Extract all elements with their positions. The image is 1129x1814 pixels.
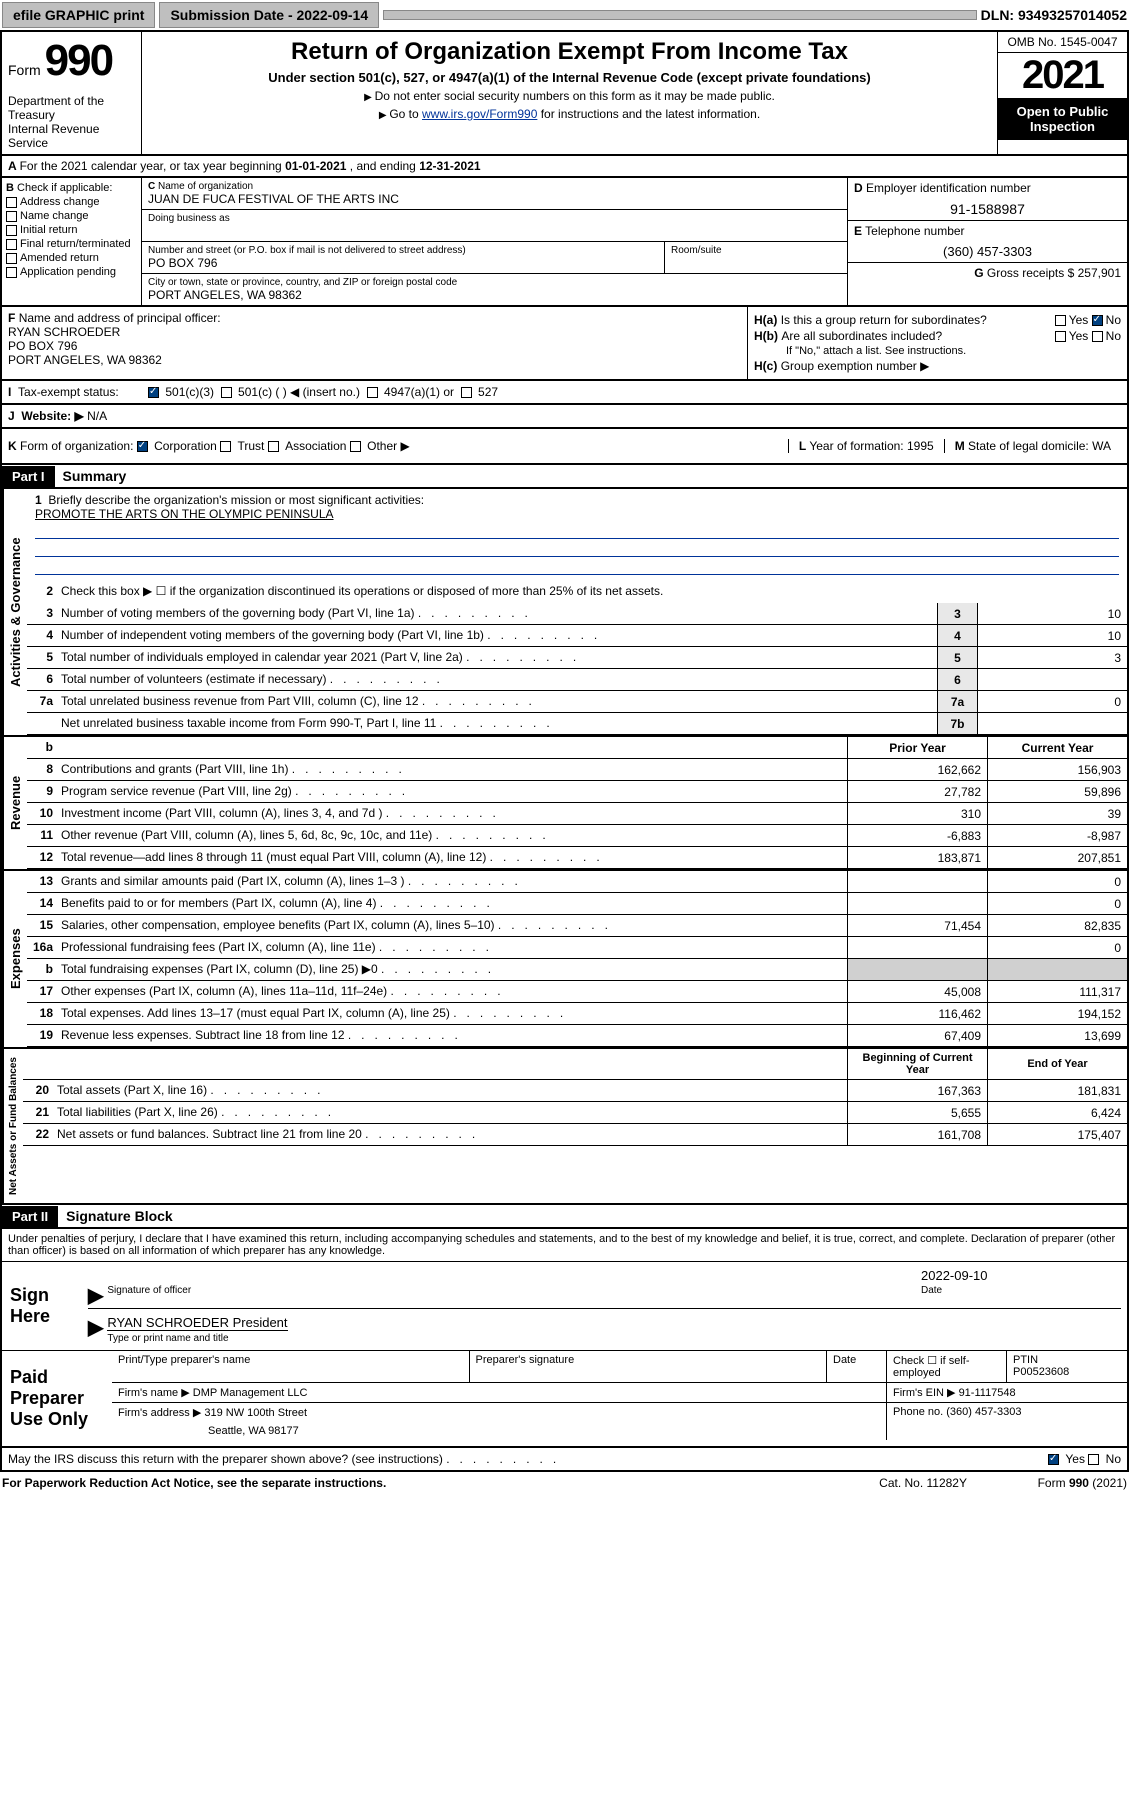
row-KLM: K Form of organization: Corporation Trus… [0,429,1129,465]
cb-4947[interactable] [367,387,378,398]
dept-label: Department of the Treasury Internal Reve… [8,94,135,150]
cb-assoc[interactable] [268,441,279,452]
note-ssn: Do not enter social security numbers on … [148,89,991,103]
note-link: Go to www.irs.gov/Form990 for instructio… [148,107,991,121]
cb-amended[interactable]: Amended return [6,252,137,264]
org-name: JUAN DE FUCA FESTIVAL OF THE ARTS INC [148,192,841,206]
cb-name[interactable]: Name change [6,210,137,222]
side-activities: Activities & Governance [2,489,27,735]
revenue-sec: Revenue b Prior Year Current Year 8Contr… [0,737,1129,871]
netassets-sec: Net Assets or Fund Balances Beginning of… [0,1049,1129,1205]
part2-hdr: Part II Signature Block [0,1205,1129,1229]
mission: PROMOTE THE ARTS ON THE OLYMPIC PENINSUL… [35,507,1119,521]
form-title: Return of Organization Exempt From Incom… [148,38,991,66]
cb-trust[interactable] [220,441,231,452]
row-I: I Tax-exempt status: 501(c)(3) 501(c) ( … [0,381,1129,405]
col-C: C Name of organizationJUAN DE FUCA FESTI… [142,178,847,305]
open-public: Open to Public Inspection [998,98,1127,140]
paid-prep-lbl: Paid Preparer Use Only [2,1351,112,1446]
signature-block: Under penalties of perjury, I declare th… [0,1229,1129,1448]
officer-name: RYAN SCHROEDER [8,325,120,339]
section-FH: F Name and address of principal officer:… [0,307,1129,381]
cb-discuss-no[interactable] [1088,1454,1099,1465]
activities-gov: Activities & Governance 1 Briefly descri… [0,489,1129,737]
tax-year: 2021 [998,53,1127,98]
cb-527[interactable] [461,387,472,398]
col-B: B Check if applicable: Address change Na… [2,178,142,305]
form-header: Form 990 Department of the Treasury Inte… [0,30,1129,156]
officer-sig: RYAN SCHROEDER President [107,1315,287,1331]
city: PORT ANGELES, WA 98362 [148,288,841,302]
section-BCD: B Check if applicable: Address change Na… [0,178,1129,307]
side-expenses: Expenses [2,871,27,1047]
cb-501c[interactable] [221,387,232,398]
footer: For Paperwork Reduction Act Notice, see … [0,1472,1129,1494]
sig-arrow-icon: ▶ [88,1283,103,1308]
expenses-sec: Expenses 13Grants and similar amounts pa… [0,871,1129,1049]
cb-initial[interactable]: Initial return [6,224,137,236]
sig-arrow-icon: ▶ [88,1315,103,1344]
omb: OMB No. 1545-0047 [998,32,1127,53]
form-990-label: Form 990 [8,36,135,86]
cb-discuss-yes[interactable] [1048,1454,1059,1465]
subdate-btn[interactable]: Submission Date - 2022-09-14 [159,2,379,28]
side-netassets: Net Assets or Fund Balances [2,1049,23,1203]
sign-here-lbl: Sign Here [2,1262,82,1350]
ein: 91-1588987 [854,201,1121,217]
website: N/A [87,409,107,423]
cb-other[interactable] [350,441,361,452]
cb-final[interactable]: Final return/terminated [6,238,137,250]
row-J: J Website: ▶ N/A [0,405,1129,429]
top-bar: efile GRAPHIC print Submission Date - 20… [0,0,1129,30]
efile-btn[interactable]: efile GRAPHIC print [2,2,155,28]
street: PO BOX 796 [148,256,658,270]
part1-hdr: Part I Summary [0,465,1129,489]
side-revenue: Revenue [2,737,27,869]
dln: DLN: 93493257014052 [981,7,1127,23]
col-DEG: D Employer identification number91-15889… [847,178,1127,305]
gross-receipts: 257,901 [1078,266,1121,280]
irs-link[interactable]: www.irs.gov/Form990 [422,107,537,121]
sig-declaration: Under penalties of perjury, I declare th… [2,1229,1127,1262]
phone: (360) 457-3303 [854,244,1121,259]
cb-corp[interactable] [137,441,148,452]
cb-501c3[interactable] [148,387,159,398]
discuss-row: May the IRS discuss this return with the… [0,1448,1129,1472]
section-A: A For the 2021 calendar year, or tax yea… [0,156,1129,178]
form-subtitle: Under section 501(c), 527, or 4947(a)(1)… [148,70,991,85]
spacer-btn [383,10,977,20]
cb-pending[interactable]: Application pending [6,266,137,278]
cb-addr[interactable]: Address change [6,196,137,208]
